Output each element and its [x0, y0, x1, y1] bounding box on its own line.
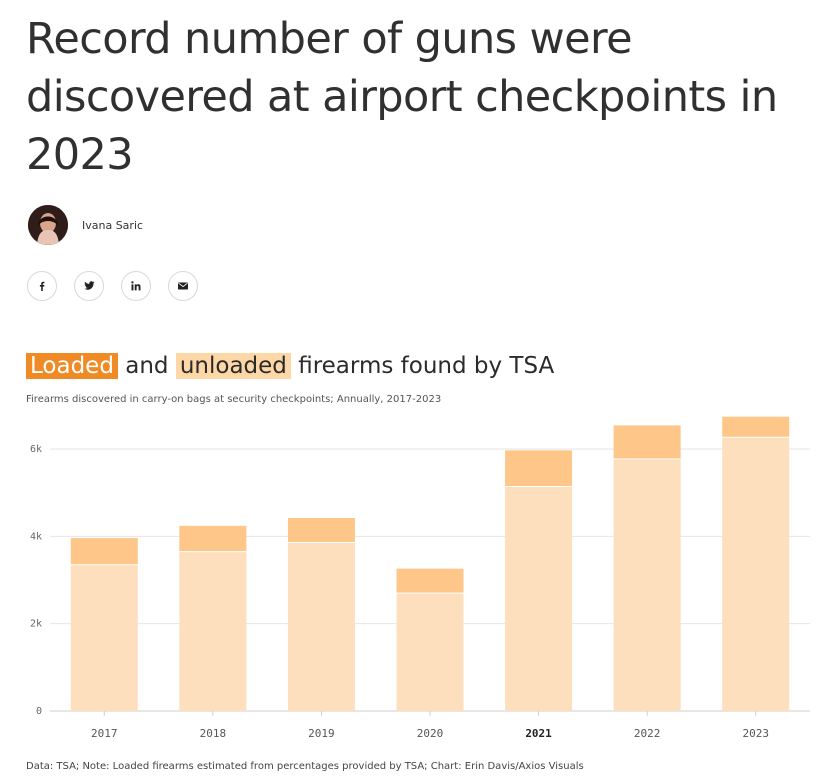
x-tick-label: 2018 — [200, 727, 227, 740]
bar-loaded-2018[interactable] — [179, 525, 247, 552]
linkedin-icon — [131, 281, 141, 291]
y-tick-label: 0 — [36, 706, 42, 717]
x-tick-label: 2023 — [742, 727, 769, 740]
share-facebook-button[interactable] — [27, 271, 57, 301]
x-tick-label: 2021 — [525, 727, 552, 740]
x-tick-label: 2022 — [634, 727, 661, 740]
author-name[interactable]: Ivana Saric — [82, 218, 144, 232]
facebook-icon — [39, 281, 45, 291]
legend-loaded-chip: Loaded — [26, 353, 118, 379]
share-twitter-button[interactable] — [74, 271, 104, 301]
bar-loaded-2017[interactable] — [70, 538, 138, 565]
legend-unloaded-chip: unloaded — [175, 353, 291, 379]
bar-loaded-2021[interactable] — [505, 450, 573, 487]
y-tick-label: 6k — [30, 444, 42, 455]
chart-title: Loaded and unloaded firearms found by TS… — [26, 350, 554, 382]
bar-unloaded-2020[interactable] — [396, 593, 464, 711]
share-linkedin-button[interactable] — [121, 271, 151, 301]
y-tick-label: 4k — [30, 531, 42, 542]
x-tick-label: 2020 — [417, 727, 444, 740]
bar-unloaded-2018[interactable] — [179, 551, 247, 711]
bar-unloaded-2022[interactable] — [613, 459, 681, 711]
email-icon — [178, 282, 188, 290]
bar-unloaded-2021[interactable] — [505, 486, 573, 711]
author-byline[interactable]: Ivana Saric — [28, 205, 143, 245]
bar-loaded-2019[interactable] — [287, 517, 355, 543]
bar-loaded-2023[interactable] — [722, 416, 790, 438]
bar-loaded-2020[interactable] — [396, 568, 464, 594]
chart-subtitle: Firearms discovered in carry-on bags at … — [26, 394, 442, 405]
x-tick-label: 2019 — [308, 727, 335, 740]
y-tick-label: 2k — [30, 619, 42, 630]
bar-unloaded-2017[interactable] — [70, 564, 138, 711]
bar-chart: 0 2k 4k 6k 2017 2018 2019 2020 2021 2022 2023 — [30, 416, 810, 740]
chart-title-and: and — [125, 353, 169, 379]
headline: Record number of guns were discovered at… — [26, 14, 778, 180]
bar-loaded-2022[interactable] — [613, 425, 681, 460]
footnote: Data: TSA; Note: Loaded firearms estimat… — [26, 761, 584, 772]
twitter-icon — [83, 281, 94, 290]
share-email-button[interactable] — [168, 271, 198, 301]
share-bar — [27, 271, 198, 301]
bar-unloaded-2019[interactable] — [287, 542, 355, 711]
x-tick-label: 2017 — [91, 727, 118, 740]
bar-unloaded-2023[interactable] — [722, 437, 790, 711]
author-avatar[interactable] — [28, 205, 68, 245]
chart-title-rest: firearms found by TSA — [298, 353, 555, 379]
